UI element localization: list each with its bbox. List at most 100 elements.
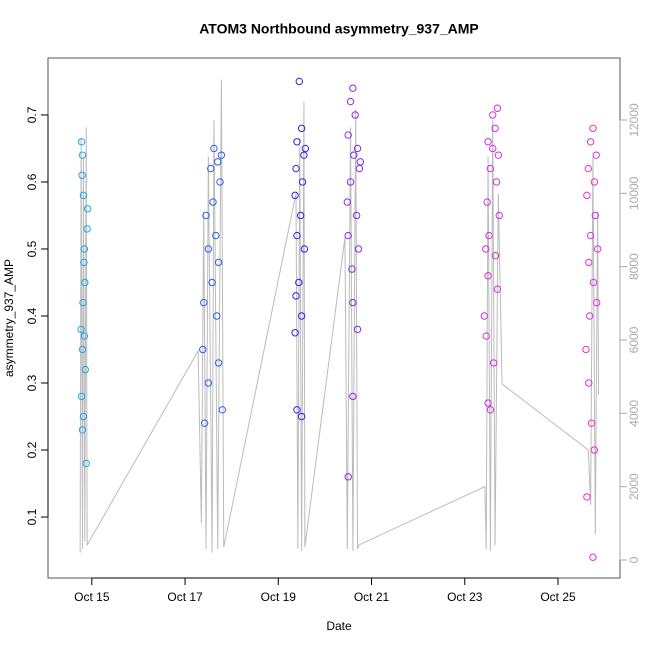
point [293,138,301,146]
point [200,298,208,307]
point [204,245,213,253]
y2-tick-label: 2000 [627,473,641,500]
y-tick-label: 0.2 [25,441,39,458]
point [81,278,89,287]
point [492,178,501,186]
point [585,258,593,267]
point [213,158,222,166]
x-tick-label: Oct 23 [447,590,483,604]
point [583,493,591,501]
point [343,198,351,206]
point [493,104,502,112]
point [489,111,497,119]
point [583,191,591,200]
point [493,285,502,293]
point [297,312,306,320]
y-tick-label: 0.6 [25,173,39,190]
point [80,332,89,340]
point [589,124,597,133]
point [482,332,490,340]
point [489,144,497,153]
point [590,178,599,186]
point [78,151,87,159]
point [77,325,85,334]
point [79,412,88,421]
point [482,245,490,253]
point [486,406,495,414]
point [199,345,207,354]
x-tick-label: Oct 25 [540,590,576,604]
line-series [79,79,600,553]
point [217,151,226,159]
point [297,124,306,133]
y-tick-label: 0.1 [25,508,39,525]
point [202,211,210,220]
point [346,178,355,186]
point [353,144,362,153]
point [77,392,86,401]
point [586,231,595,240]
point [483,198,491,206]
point [486,164,495,173]
point [78,171,86,179]
point [300,151,308,159]
point [593,245,602,253]
point [352,211,361,220]
point [293,231,301,240]
point [293,406,301,414]
point [218,406,227,414]
point [582,345,590,354]
point [208,278,216,287]
point [78,426,87,434]
y2-tick-label: 8000 [627,253,641,280]
point [349,392,357,401]
y2-tick-label: 4000 [627,400,641,427]
point [79,191,88,200]
point [300,245,309,253]
point [356,158,365,166]
y2-tick-label: 6000 [627,326,641,353]
y-tick-label: 0.4 [25,307,39,324]
point [77,138,86,146]
point [590,446,599,454]
y-tick-label: 0.7 [25,106,39,123]
point [212,231,220,240]
point [353,325,362,334]
point [349,298,357,307]
y2-tick-label: 0 [627,556,641,563]
y-tick-label: 0.5 [25,240,39,257]
y-axis-label: asymmetry_937_AMP [2,259,16,377]
x-tick-label: Oct 21 [354,590,390,604]
point [584,164,592,173]
x-tick-label: Oct 17 [167,590,203,604]
point [349,84,357,92]
point [298,178,307,186]
point [485,231,493,240]
point [344,231,352,240]
point [291,329,299,337]
point [295,77,303,86]
x-tick-label: Oct 15 [74,590,110,604]
point [591,211,599,220]
point [351,111,359,119]
point [354,245,363,253]
point [592,298,601,307]
point [200,419,209,427]
point [494,151,503,159]
point [592,151,600,159]
point [78,345,87,354]
point [214,258,223,267]
point [586,138,595,146]
point [587,419,596,427]
point [348,265,356,273]
point [480,312,489,320]
point [296,211,305,220]
point [484,399,492,407]
y2-tick-label: 12000 [627,103,641,137]
point [80,258,88,267]
point [589,553,597,561]
point [79,298,87,307]
point [216,178,224,186]
